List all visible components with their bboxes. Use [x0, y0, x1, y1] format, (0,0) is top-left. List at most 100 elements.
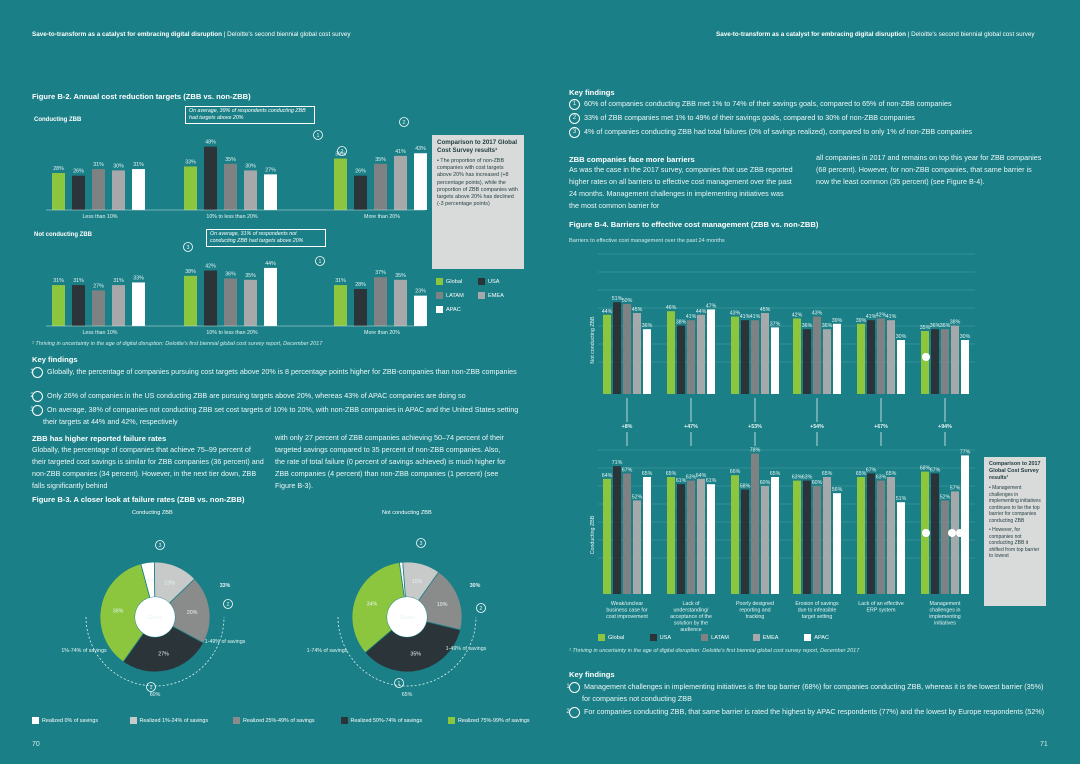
- bar: [687, 320, 695, 394]
- callout-marker: [956, 529, 964, 537]
- fig-b2-title: Figure B-2. Annual cost reduction target…: [32, 92, 251, 101]
- bar: [951, 491, 959, 594]
- bar: [687, 480, 695, 594]
- bar: [184, 275, 197, 326]
- bar: [394, 155, 407, 210]
- left-ann-1: 1-49% of savings: [205, 639, 246, 645]
- bar-data-label: 27%: [265, 167, 276, 173]
- bar: [52, 173, 65, 210]
- bar: [244, 170, 257, 210]
- bar-data-label: 36%: [225, 271, 236, 277]
- bar-data-label: 30%: [960, 334, 971, 340]
- bar-data-label: 44%: [696, 309, 707, 315]
- x-tick-label: Erosion of savings: [795, 601, 839, 607]
- bar: [72, 285, 85, 326]
- bar: [112, 170, 125, 210]
- pie-slice-label: 19%: [437, 602, 448, 608]
- callout-marker-number: 1: [925, 531, 928, 537]
- change-label: +94%: [938, 424, 952, 430]
- bar-data-label: 68%: [920, 466, 931, 472]
- bar: [931, 473, 939, 594]
- outer-ring-arc: [85, 616, 225, 687]
- bar: [643, 329, 651, 394]
- callout-marker: [146, 682, 156, 692]
- bar: [697, 314, 705, 394]
- bar: [374, 277, 387, 326]
- bar: [667, 311, 675, 394]
- callout-marker-number: 3: [159, 543, 162, 549]
- bar-data-label: 43%: [415, 146, 426, 152]
- bar-data-label: 27%: [93, 283, 104, 289]
- b3-legend: Realized 0% of savings Realized 1%-24% o…: [32, 717, 530, 724]
- zbb-label: Conducting ZBB: [34, 117, 82, 123]
- bar-data-label: 48%: [205, 140, 216, 146]
- bar-data-label: 37%: [770, 321, 781, 327]
- bar-data-label: 45%: [632, 307, 643, 313]
- bar-data-label: 37%: [375, 270, 386, 276]
- bar: [132, 282, 145, 326]
- compare-2017-left: Comparison to 2017 Global Cost Survey re…: [432, 135, 524, 269]
- bar: [633, 500, 641, 594]
- right-ann-2: 1-74% of savings: [307, 648, 348, 654]
- bar: [623, 473, 631, 594]
- bar: [224, 278, 237, 326]
- callout-marker-number: 3: [187, 245, 190, 251]
- callout-marker: [183, 242, 193, 252]
- bar: [603, 478, 611, 594]
- kf-right-bottom-2: 2 For companies conducting ZBB, that same…: [566, 706, 1045, 718]
- bar-data-label: 60%: [760, 480, 771, 486]
- bar: [184, 166, 197, 210]
- bar: [334, 285, 347, 326]
- b3-right-label: Not conducting ZBB: [382, 510, 432, 516]
- zbb-fail-col1: Globally, the percentage of companies th…: [32, 445, 264, 490]
- bar: [867, 473, 875, 594]
- bar-data-label: 52%: [940, 494, 951, 500]
- bar: [833, 323, 841, 394]
- bar: [204, 146, 217, 210]
- bar-data-label: 64%: [696, 473, 707, 479]
- x-tick-label: More than 20%: [364, 330, 400, 336]
- bar: [897, 340, 905, 394]
- bar: [921, 331, 929, 394]
- x-tick-label: Lack of: [682, 601, 700, 607]
- outer-ring-value: 65%: [402, 692, 413, 698]
- bar-data-label: 67%: [930, 467, 941, 473]
- x-tick-label: reporting and: [739, 608, 770, 614]
- bar-data-label: 30%: [896, 334, 907, 340]
- bar-data-label: 60%: [812, 480, 823, 486]
- bar-data-label: 65%: [770, 471, 781, 477]
- bar: [244, 279, 257, 326]
- bar: [613, 466, 621, 594]
- bar: [793, 480, 801, 594]
- callout-marker-number: 2: [341, 149, 344, 155]
- bar-data-label: 43%: [812, 311, 823, 317]
- bar: [793, 318, 801, 394]
- callout-value: 30%: [470, 583, 481, 589]
- bar: [677, 484, 685, 594]
- bar-data-label: 38%: [185, 269, 196, 275]
- bar: [761, 486, 769, 594]
- bar-data-label: 61%: [676, 478, 687, 484]
- x-tick-label: Less than 10%: [82, 214, 117, 220]
- donut-center-label: Global: [147, 615, 162, 621]
- bar: [731, 316, 739, 394]
- bar-data-label: 63%: [802, 475, 813, 481]
- bar-data-label: 42%: [792, 312, 803, 318]
- left-ann-2: 1%-74% of savings: [61, 648, 107, 654]
- bar-data-label: 63%: [792, 475, 803, 481]
- bar: [92, 169, 105, 210]
- bar-data-label: 39%: [856, 318, 867, 324]
- kf-right-bottom-1: 1 Management challenges in implementing i…: [566, 681, 1044, 703]
- bar-data-label: 47%: [706, 303, 717, 309]
- fig-b2-source: ¹ Thriving in uncertainty in the age of …: [32, 341, 323, 347]
- bar-data-label: 67%: [866, 467, 877, 473]
- pie-slice-label: 20%: [187, 610, 198, 616]
- bar: [707, 484, 715, 594]
- bar-data-label: 41%: [395, 149, 406, 155]
- donut-center-label: Global: [399, 615, 414, 621]
- bar: [707, 309, 715, 394]
- donut-center: [387, 597, 427, 637]
- bar: [697, 478, 705, 594]
- x-tick-label: Lack of an effective: [858, 601, 904, 607]
- x-tick-label: audience: [680, 627, 702, 633]
